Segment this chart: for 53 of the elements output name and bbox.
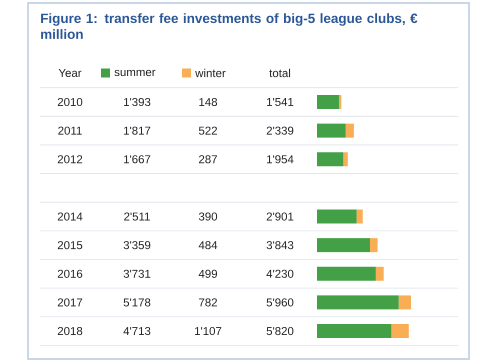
total-label: 5'820	[266, 326, 294, 336]
bar	[370, 238, 378, 252]
y-tick-label: 2016	[58, 270, 82, 278]
y-tick-label: 2015	[58, 241, 82, 250]
total-label: 4'230	[266, 270, 294, 278]
data-label: 5'178	[124, 298, 150, 306]
bar	[338, 95, 342, 110]
bar	[317, 124, 346, 138]
data-label: 522	[198, 126, 217, 135]
bar	[317, 324, 392, 338]
total-label: 3'843	[266, 241, 294, 250]
y-tick-label: 2010	[58, 98, 82, 106]
total-label: 1'954	[267, 155, 294, 164]
y-tick-label: 2012	[58, 155, 82, 164]
data-label: 2'511	[124, 212, 150, 221]
bar	[317, 295, 399, 310]
data-label: 1'667	[124, 155, 150, 164]
bar	[376, 266, 384, 281]
data-label: 1'817	[124, 126, 150, 135]
y-tick-label: 2011	[58, 126, 82, 135]
bar	[317, 152, 344, 166]
bar	[343, 152, 348, 166]
total-label: 1'541	[267, 98, 294, 106]
bar	[356, 210, 363, 224]
bar	[317, 210, 357, 224]
y-axis-title: Year	[58, 69, 82, 77]
data-label: 782	[199, 298, 217, 306]
bar	[398, 295, 412, 310]
data-label: 499	[198, 270, 218, 278]
data-label: 148	[199, 98, 218, 106]
y-tick-label: 2018	[58, 326, 82, 336]
data-label: 4'713	[123, 326, 150, 336]
bar	[391, 324, 409, 338]
chart-title: Figure 1: transfer fee investments of big-5 league clubs, € million	[41, 13, 418, 40]
data-label: 3'731	[124, 270, 150, 278]
bar	[317, 238, 370, 252]
y-tick-label: 2017	[58, 298, 82, 306]
data-label: 390	[198, 212, 218, 221]
legend-label: winter	[195, 68, 226, 78]
bar	[317, 266, 376, 281]
text: total	[269, 68, 290, 78]
data-label: 1'393	[124, 98, 150, 106]
data-label: 3'359	[124, 241, 150, 250]
total-label: 2'339	[266, 126, 294, 135]
total-label: 2'901	[266, 212, 294, 221]
bar	[346, 124, 354, 138]
bar	[317, 95, 339, 110]
data-label: 484	[198, 241, 218, 250]
total-label: 5'960	[266, 298, 294, 306]
data-label: 287	[199, 155, 217, 164]
legend-label: summer	[114, 70, 156, 76]
y-tick-label: 2014	[58, 212, 82, 221]
data-label: 1'107	[195, 326, 222, 336]
